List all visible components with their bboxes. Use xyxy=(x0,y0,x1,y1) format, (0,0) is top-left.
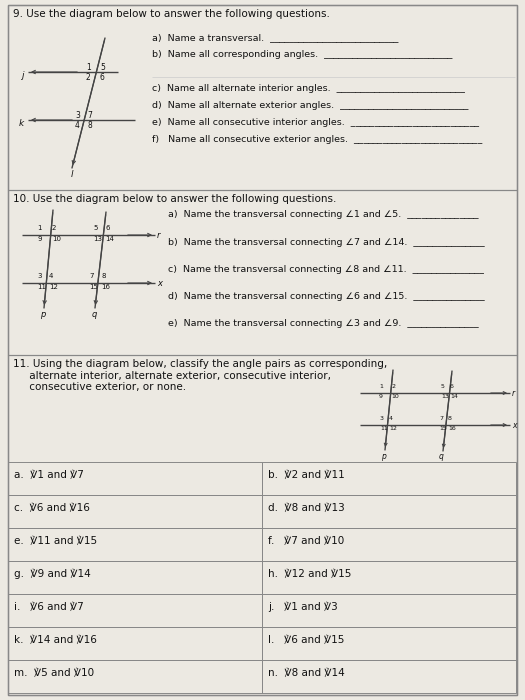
Text: 14: 14 xyxy=(105,236,114,242)
Text: 3: 3 xyxy=(75,111,80,120)
Text: a.  ℣1 and ℣7: a. ℣1 and ℣7 xyxy=(14,470,84,480)
Text: e.  ℣11 and ℣15: e. ℣11 and ℣15 xyxy=(14,536,97,546)
Text: j: j xyxy=(22,71,24,80)
Text: 13: 13 xyxy=(441,394,449,399)
Text: b)  Name all corresponding angles.  ___________________________: b) Name all corresponding angles. ______… xyxy=(152,50,453,59)
Text: f)   Name all consecutive exterior angles.  ___________________________: f) Name all consecutive exterior angles.… xyxy=(152,135,482,144)
Text: r: r xyxy=(157,231,161,240)
Bar xyxy=(262,627,516,660)
Text: r: r xyxy=(512,389,515,398)
Text: 12: 12 xyxy=(389,426,397,431)
Text: d.  ℣8 and ℣13: d. ℣8 and ℣13 xyxy=(268,503,345,513)
Bar xyxy=(262,660,516,693)
Text: 14: 14 xyxy=(450,394,458,399)
Text: 2: 2 xyxy=(86,73,91,82)
Text: e)  Name the transversal connecting ∠3 and ∠9.  _______________: e) Name the transversal connecting ∠3 an… xyxy=(168,319,479,328)
Text: 9: 9 xyxy=(37,236,41,242)
Text: 3: 3 xyxy=(380,416,384,421)
Text: h.  ℣12 and ℣15: h. ℣12 and ℣15 xyxy=(268,569,351,579)
Text: d)  Name the transversal connecting ∠6 and ∠15.  _______________: d) Name the transversal connecting ∠6 an… xyxy=(168,292,485,301)
Text: 11: 11 xyxy=(37,284,46,290)
Text: 7: 7 xyxy=(89,273,93,279)
Text: 4: 4 xyxy=(49,273,54,279)
Bar xyxy=(8,190,517,355)
Text: 9: 9 xyxy=(379,394,383,399)
Bar xyxy=(8,561,262,594)
Bar xyxy=(262,561,516,594)
Text: 11. Using the diagram below, classify the angle pairs as corresponding,
     alt: 11. Using the diagram below, classify th… xyxy=(13,359,387,392)
Text: 12: 12 xyxy=(49,284,58,290)
Text: l: l xyxy=(71,170,74,179)
Text: 9. Use the diagram below to answer the following questions.: 9. Use the diagram below to answer the f… xyxy=(13,9,330,19)
Text: e)  Name all consecutive interior angles.  ___________________________: e) Name all consecutive interior angles.… xyxy=(152,118,479,127)
Text: a)  Name the transversal connecting ∠1 and ∠5.  _______________: a) Name the transversal connecting ∠1 an… xyxy=(168,210,478,219)
Text: 1: 1 xyxy=(37,225,41,231)
Text: a)  Name a transversal.  ___________________________: a) Name a transversal. _________________… xyxy=(152,33,398,42)
Text: x: x xyxy=(512,421,517,430)
Text: k.  ℣14 and ℣16: k. ℣14 and ℣16 xyxy=(14,635,97,645)
Bar xyxy=(8,528,262,561)
Text: 4: 4 xyxy=(389,416,393,421)
Bar xyxy=(8,5,517,190)
Text: 6: 6 xyxy=(100,73,105,82)
Text: n.  ℣8 and ℣14: n. ℣8 and ℣14 xyxy=(268,668,345,678)
Text: 16: 16 xyxy=(448,426,456,431)
Text: 10: 10 xyxy=(52,236,61,242)
Bar xyxy=(262,462,516,495)
Bar xyxy=(8,462,262,495)
Text: q: q xyxy=(92,310,97,319)
Text: i.   ℣6 and ℣7: i. ℣6 and ℣7 xyxy=(14,602,84,612)
Text: g.  ℣9 and ℣14: g. ℣9 and ℣14 xyxy=(14,569,91,580)
Text: 5: 5 xyxy=(93,225,97,231)
Text: 15: 15 xyxy=(439,426,447,431)
Text: l.   ℣6 and ℣15: l. ℣6 and ℣15 xyxy=(268,635,344,645)
Bar xyxy=(8,627,262,660)
Text: 6: 6 xyxy=(105,225,110,231)
Text: j.   ℣1 and ℣3: j. ℣1 and ℣3 xyxy=(268,602,338,612)
Text: 16: 16 xyxy=(101,284,110,290)
Text: 1: 1 xyxy=(379,384,383,389)
Text: p: p xyxy=(381,452,386,461)
Text: 7: 7 xyxy=(439,416,443,421)
Text: k: k xyxy=(19,119,24,128)
Text: 8: 8 xyxy=(101,273,106,279)
Text: 8: 8 xyxy=(87,121,92,130)
Text: 11: 11 xyxy=(380,426,388,431)
Text: 1: 1 xyxy=(86,63,91,72)
Text: 10: 10 xyxy=(391,394,399,399)
Text: 5: 5 xyxy=(100,63,105,72)
Text: m.  ℣5 and ℣10: m. ℣5 and ℣10 xyxy=(14,668,94,678)
Text: b)  Name the transversal connecting ∠7 and ∠14.  _______________: b) Name the transversal connecting ∠7 an… xyxy=(168,238,485,247)
Bar xyxy=(262,594,516,627)
Text: d)  Name all alternate exterior angles.  ___________________________: d) Name all alternate exterior angles. _… xyxy=(152,101,468,110)
Bar xyxy=(262,528,516,561)
Text: c)  Name all alternate interior angles.  ___________________________: c) Name all alternate interior angles. _… xyxy=(152,84,465,93)
Text: 13: 13 xyxy=(93,236,102,242)
Text: 4: 4 xyxy=(75,121,80,130)
Text: c.  ℣6 and ℣16: c. ℣6 and ℣16 xyxy=(14,503,90,513)
Text: 8: 8 xyxy=(448,416,452,421)
Text: p: p xyxy=(40,310,45,319)
Text: 10. Use the diagram below to answer the following questions.: 10. Use the diagram below to answer the … xyxy=(13,194,337,204)
Text: c)  Name the transversal connecting ∠8 and ∠11.  _______________: c) Name the transversal connecting ∠8 an… xyxy=(168,265,484,274)
Text: 5: 5 xyxy=(441,384,445,389)
Bar xyxy=(8,594,262,627)
Text: 3: 3 xyxy=(37,273,41,279)
Text: 15: 15 xyxy=(89,284,98,290)
Text: q: q xyxy=(439,452,444,461)
Text: f.   ℣7 and ℣10: f. ℣7 and ℣10 xyxy=(268,536,344,546)
Bar xyxy=(8,495,262,528)
Text: 6: 6 xyxy=(450,384,454,389)
Bar xyxy=(262,495,516,528)
Text: 2: 2 xyxy=(391,384,395,389)
Text: 7: 7 xyxy=(87,111,92,120)
Text: x: x xyxy=(157,279,162,288)
Text: 2: 2 xyxy=(52,225,56,231)
Bar xyxy=(8,660,262,693)
Text: b.  ℣2 and ℣11: b. ℣2 and ℣11 xyxy=(268,470,345,480)
Bar xyxy=(8,355,517,695)
